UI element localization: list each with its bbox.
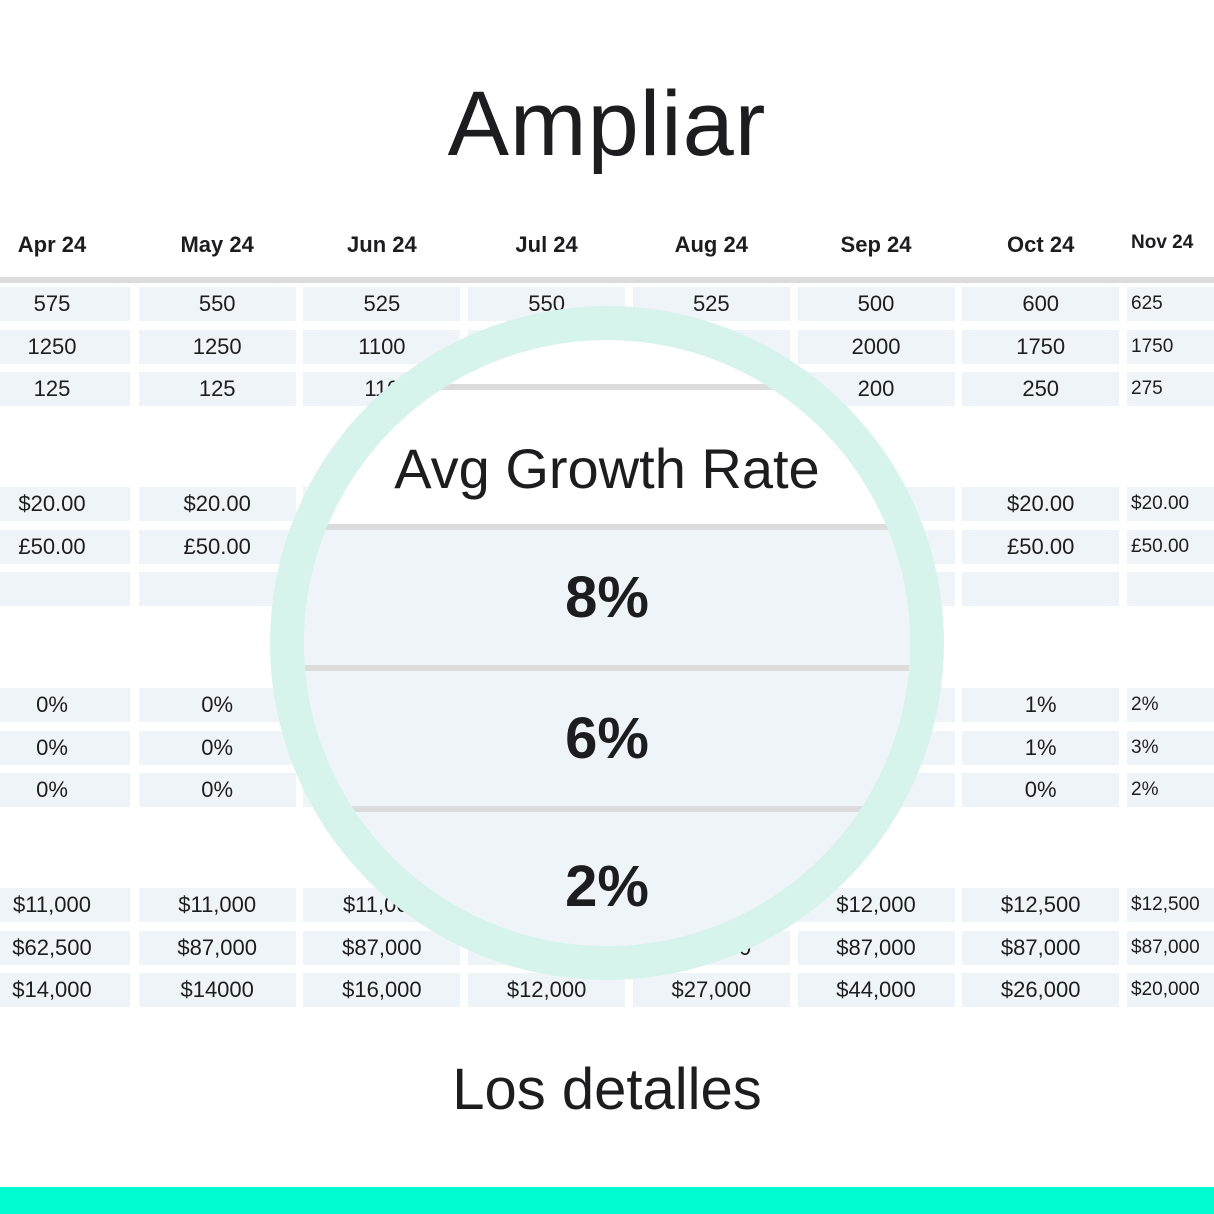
table-cell[interactable]: $20.00 [1127, 487, 1214, 521]
table-cell[interactable]: $62,500 [0, 930, 130, 965]
table-cell[interactable]: 125 [0, 372, 130, 407]
table-cell[interactable]: $20.00 [138, 487, 296, 521]
table-cell[interactable]: 0% [0, 730, 130, 765]
table-cell[interactable]: 0% [138, 773, 296, 808]
table-cell[interactable]: 0% [962, 773, 1120, 808]
table-cell[interactable]: $44,000 [797, 973, 955, 1008]
table-cell[interactable]: 0% [138, 730, 296, 765]
column-header[interactable]: Aug 24 [674, 232, 748, 257]
table-cell[interactable]: $27,000 [632, 973, 790, 1008]
table-cell[interactable]: 1750 [1127, 329, 1214, 364]
table-cell[interactable]: $87,000 [1127, 930, 1214, 965]
growth-rate-value: 8% [304, 530, 910, 665]
table-cell[interactable]: 2% [1127, 688, 1214, 722]
header-divider [0, 277, 1214, 283]
table-cell[interactable] [138, 572, 296, 607]
avg-growth-rate-label: Avg Growth Rate [394, 437, 820, 500]
column-header[interactable]: May 24 [180, 232, 254, 257]
table-cell[interactable]: 0% [0, 773, 130, 808]
table-cell[interactable]: $14,000 [0, 973, 130, 1008]
table-cell[interactable]: 525 [303, 287, 461, 321]
table-cell[interactable]: $20.00 [0, 487, 130, 521]
table-cell[interactable]: 275 [1127, 372, 1214, 407]
column-header[interactable]: Nov 24 [1131, 232, 1194, 253]
table-cell[interactable]: 3% [1127, 730, 1214, 765]
column-header[interactable]: Sep 24 [840, 232, 912, 257]
table-cell[interactable]: 1% [962, 730, 1120, 765]
table-cell[interactable]: 1250 [0, 329, 130, 364]
table-cell[interactable]: $26,000 [962, 973, 1120, 1008]
magnifier-lens: Avg Growth Rate 8% 6% 2% [270, 306, 944, 980]
divider [304, 524, 910, 530]
table-cell[interactable]: $20.00 [962, 487, 1120, 521]
column-header[interactable]: Jul 24 [515, 232, 578, 257]
accent-bar [0, 1187, 1214, 1214]
table-cell[interactable] [962, 572, 1120, 607]
column-header[interactable]: Jun 24 [347, 232, 417, 257]
table-cell[interactable] [1127, 572, 1214, 607]
section-subtitle: Los detalles [452, 1057, 762, 1122]
table-cell[interactable]: $14000 [138, 973, 296, 1008]
table-cell[interactable]: 0% [138, 688, 296, 722]
table-cell[interactable]: 0% [0, 688, 130, 722]
table-cell[interactable]: 1% [962, 688, 1120, 722]
table-cell[interactable]: 575 [0, 287, 130, 321]
table-cell[interactable]: 2000 [797, 329, 955, 364]
table-cell[interactable]: £50.00 [138, 529, 296, 564]
table-cell[interactable] [0, 572, 130, 607]
table-cell[interactable]: $20,000 [1127, 973, 1214, 1008]
table-cell[interactable]: $87,000 [138, 930, 296, 965]
column-header[interactable]: Oct 24 [1007, 232, 1075, 257]
table-cell[interactable]: $11,000 [0, 888, 130, 922]
table-cell[interactable]: $16,000 [303, 973, 461, 1008]
divider [304, 806, 910, 812]
table-cell[interactable]: $12,500 [1127, 888, 1214, 922]
table-cell[interactable]: $11,000 [138, 888, 296, 922]
growth-rate-value: 6% [304, 671, 910, 806]
table-cell[interactable]: 125 [138, 372, 296, 407]
table-cell[interactable]: $87,000 [962, 930, 1120, 965]
table-cell[interactable]: 600 [962, 287, 1120, 321]
table-cell[interactable]: £50.00 [1127, 529, 1214, 564]
table-cell[interactable]: 625 [1127, 287, 1214, 321]
table-cell[interactable]: £50.00 [0, 529, 130, 564]
table-cell[interactable]: 1250 [138, 329, 296, 364]
table-cell[interactable]: £50.00 [962, 529, 1120, 564]
table-cell[interactable]: 1750 [962, 329, 1120, 364]
table-cell[interactable]: $12,500 [962, 888, 1120, 922]
table-cell[interactable]: 2% [1127, 773, 1214, 808]
divider [304, 665, 910, 671]
magnifier-content: Avg Growth Rate 8% 6% 2% [304, 340, 910, 946]
table-cell[interactable]: 500 [797, 287, 955, 321]
page-title: Ampliar [447, 73, 767, 175]
table-cell[interactable]: 250 [962, 372, 1120, 407]
table-cell[interactable]: 550 [138, 287, 296, 321]
divider [424, 384, 784, 390]
column-header[interactable]: Apr 24 [17, 232, 87, 257]
growth-rate-value: 2% [304, 812, 910, 946]
